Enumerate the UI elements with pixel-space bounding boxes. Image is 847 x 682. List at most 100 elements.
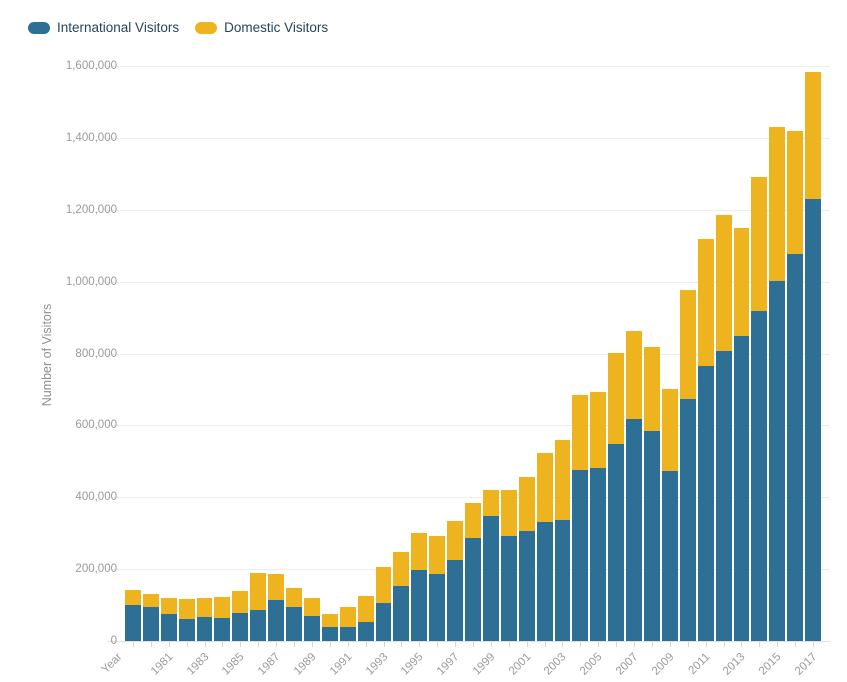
bar-segment-1990-international	[321, 627, 338, 641]
x-axis-tick-2013	[741, 642, 743, 647]
x-axis-tick-2000	[508, 642, 510, 647]
bar-segment-2010-international	[679, 398, 696, 641]
bar-segment-2014-international	[751, 311, 768, 641]
bar-segment-1980-international	[142, 606, 159, 641]
x-axis-tick-2016	[795, 642, 797, 647]
x-axis-tick-1994	[401, 642, 403, 647]
bar-column-2001	[518, 66, 535, 641]
x-axis-tick-2014	[759, 642, 761, 647]
bar-column-2008	[644, 66, 660, 641]
bar-segment-1989-international	[303, 615, 320, 641]
bar-segment-2003-international	[554, 519, 571, 641]
bar-segment-2013-domestic	[733, 228, 750, 337]
plot-area: 0 200,000 400,000 600,000 800,000 1,000,000 1,…	[66, 60, 830, 678]
bar-segment-2007-domestic	[626, 330, 643, 420]
bar-segment-1995-domestic	[411, 533, 428, 570]
y-axis-tick-label-1000000: 1,000,000	[65, 275, 117, 288]
bar-segment-2004-domestic	[572, 394, 589, 470]
bar-segment-2015-domestic	[769, 126, 786, 281]
bar-column-1980	[142, 66, 159, 641]
bar-segment-2005-domestic	[590, 391, 607, 468]
gridline-1400000	[107, 137, 830, 139]
bar-segment-1984-international	[214, 618, 231, 641]
x-axis-tick-2001	[526, 642, 528, 647]
x-axis-tick-1988	[294, 642, 296, 647]
gridline-400000	[107, 497, 830, 499]
bar-segment-1979-domestic	[125, 589, 141, 606]
bar-segment-2005-international	[590, 467, 607, 641]
bar-column-1979	[125, 66, 141, 641]
x-axis-tick-1993	[383, 642, 385, 647]
x-axis-tick-1997	[455, 642, 457, 647]
bar-segment-1992-international	[357, 621, 374, 641]
bar-segment-2004-international	[572, 469, 589, 641]
bar-segment-1994-international	[393, 585, 410, 641]
bar-segment-1994-domestic	[393, 551, 410, 586]
bar-segment-2014-domestic	[751, 177, 768, 312]
bar-column-2014	[751, 66, 768, 641]
bar-column-1989	[303, 66, 320, 641]
bar-column-2006	[608, 66, 625, 641]
legend-item-domestic[interactable]: Domestic Visitors	[195, 20, 328, 35]
bar-segment-1982-domestic	[178, 598, 195, 620]
bar-column-1990	[321, 66, 338, 641]
legend-swatch-international-icon	[28, 21, 50, 34]
bar-column-1997	[447, 66, 464, 641]
x-axis-tick-2002	[544, 642, 546, 647]
x-axis-tick-2005	[598, 642, 600, 647]
bar-segment-2015-international	[769, 280, 786, 641]
bar-segment-1983-domestic	[196, 597, 213, 617]
x-axis-tick-1999	[490, 642, 492, 647]
bar-segment-1987-domestic	[268, 574, 285, 601]
x-axis-tick-1982	[186, 642, 188, 647]
bar-segment-1979-international	[125, 605, 141, 641]
bar-segment-1999-domestic	[482, 490, 499, 516]
bar-segment-2013-international	[733, 336, 750, 641]
x-axis-tick-1989	[311, 642, 313, 647]
gridline-0	[107, 641, 830, 642]
bar-segment-1986-domestic	[250, 573, 267, 611]
bar-segment-1985-domestic	[232, 591, 249, 613]
x-axis-tick-1995	[419, 642, 421, 647]
bar-segment-1996-international	[429, 574, 446, 641]
x-axis-tick-2010	[687, 642, 689, 647]
legend-item-international[interactable]: International Visitors	[28, 20, 179, 35]
bar-segment-2016-international	[787, 253, 804, 641]
bar-segment-1983-international	[196, 616, 213, 641]
legend: International Visitors Domestic Visitors	[28, 20, 328, 35]
bar-column-1986	[250, 66, 267, 641]
bar-column-2009	[661, 66, 678, 641]
bar-column-1998	[465, 66, 481, 641]
x-axis-tick-1987	[276, 642, 278, 647]
x-axis-tick-1991	[347, 642, 349, 647]
y-axis-tick-label-1200000: 1,200,000	[65, 203, 117, 216]
bar-segment-1997-international	[447, 560, 464, 641]
bar-segment-1998-international	[465, 538, 481, 641]
x-axis-tick-1980	[150, 642, 152, 647]
bar-segment-1982-international	[178, 619, 195, 641]
legend-swatch-domestic-icon	[195, 21, 218, 34]
bar-segment-2012-international	[715, 350, 732, 641]
bar-segment-1992-domestic	[357, 596, 374, 622]
bar-segment-2009-international	[661, 471, 678, 641]
bar-column-2017	[805, 66, 821, 641]
x-axis-tick-2004	[580, 642, 582, 647]
bar-column-1991	[339, 66, 356, 641]
bar-column-2002	[536, 66, 553, 641]
x-axis-tick-2012	[723, 642, 725, 647]
bar-segment-1997-domestic	[447, 520, 464, 561]
bar-segment-1984-domestic	[214, 597, 231, 618]
bar-segment-2006-domestic	[608, 352, 625, 445]
x-axis-tick-1979	[132, 642, 134, 647]
x-axis-tick-1996	[437, 642, 439, 647]
gridline-1600000	[107, 66, 830, 67]
bar-column-2003	[554, 66, 571, 641]
bar-column-1988	[286, 66, 302, 641]
bar-column-1984	[214, 66, 231, 641]
x-axis-tick-2007	[634, 642, 636, 647]
bar-segment-2000-international	[500, 535, 517, 641]
bar-segment-1991-international	[339, 626, 356, 641]
bar-segment-2017-domestic	[805, 72, 821, 199]
bar-segment-1980-domestic	[142, 593, 159, 607]
x-axis-tick-2017	[813, 642, 815, 647]
